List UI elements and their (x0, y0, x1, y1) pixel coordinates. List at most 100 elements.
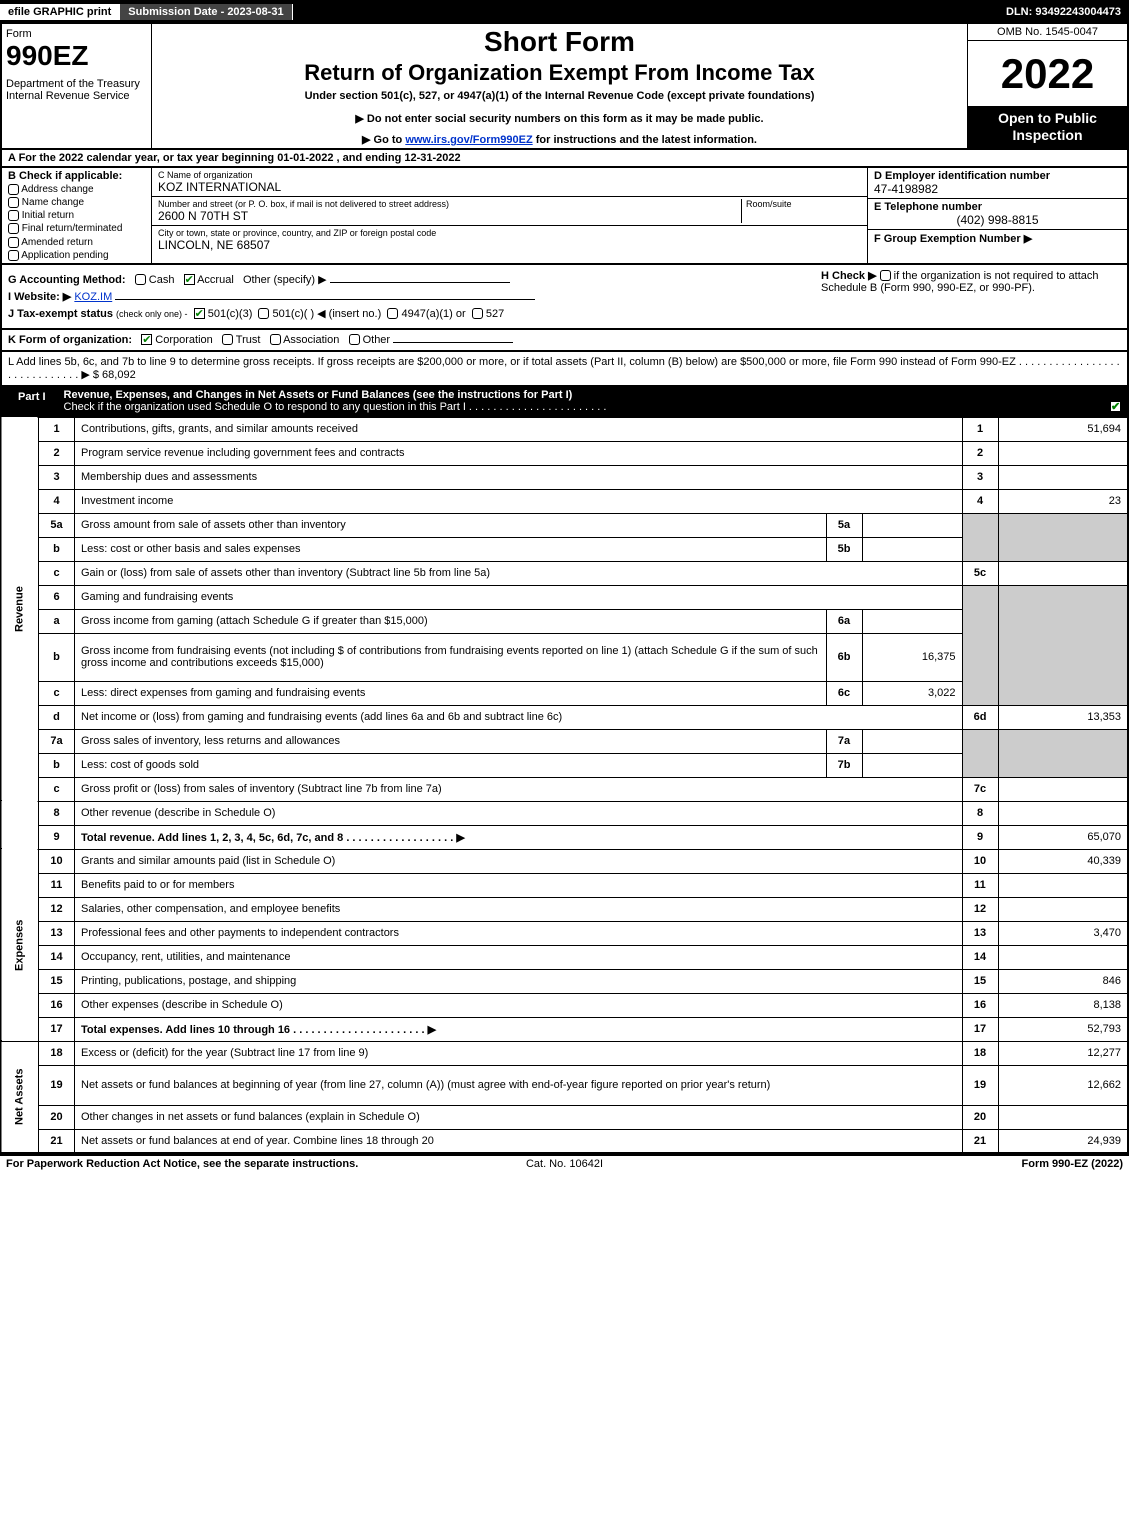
part1-schedule-o-check[interactable] (1110, 401, 1121, 412)
row-8: 8Other revenue (describe in Schedule O)8 (1, 801, 1128, 825)
chk-address[interactable]: Address change (8, 184, 145, 195)
paperwork-notice: For Paperwork Reduction Act Notice, see … (6, 1158, 378, 1170)
row-6a: aGross income from gaming (attach Schedu… (1, 609, 1128, 633)
chk-initial[interactable]: Initial return (8, 210, 145, 221)
footer: For Paperwork Reduction Act Notice, see … (0, 1154, 1129, 1172)
website-link[interactable]: KOZ.IM (74, 291, 112, 303)
k-corp-box[interactable] (141, 334, 152, 345)
row-19: 19Net assets or fund balances at beginni… (1, 1065, 1128, 1105)
form-number: 990EZ (6, 40, 147, 72)
j-lbl: J Tax-exempt status (8, 308, 113, 320)
department: Department of the Treasury Internal Reve… (6, 78, 147, 102)
chk-final[interactable]: Final return/terminated (8, 223, 145, 234)
row-14: 14Occupancy, rent, utilities, and mainte… (1, 945, 1128, 969)
h-checkbox[interactable] (880, 270, 891, 281)
section-k: K Form of organization: Corporation Trus… (0, 330, 1129, 352)
part1-header: Part I Revenue, Expenses, and Changes in… (0, 387, 1129, 417)
row-4: 4Investment income423 (1, 489, 1128, 513)
row-11: 11Benefits paid to or for members11 (1, 873, 1128, 897)
col-c: C Name of organization KOZ INTERNATIONAL… (152, 168, 867, 263)
k-other-box[interactable] (349, 334, 360, 345)
dln: DLN: 93492243004473 (998, 4, 1129, 20)
under-section: Under section 501(c), 527, or 4947(a)(1)… (158, 90, 961, 102)
row-2: 2Program service revenue including gover… (1, 441, 1128, 465)
netassets-vert: Net Assets (1, 1041, 39, 1153)
col-b: B Check if applicable: Address change Na… (2, 168, 152, 263)
chk-name[interactable]: Name change (8, 197, 145, 208)
k-trust-box[interactable] (222, 334, 233, 345)
phone-lbl: E Telephone number (874, 201, 1121, 213)
row-16: 16Other expenses (describe in Schedule O… (1, 993, 1128, 1017)
j-501c3-box[interactable] (194, 308, 205, 319)
part1-label: Part I (8, 389, 56, 413)
row-3: 3Membership dues and assessments3 (1, 465, 1128, 489)
g-cash-box[interactable] (135, 274, 146, 285)
submission-date: Submission Date - 2023-08-31 (120, 4, 292, 20)
j-row: J Tax-exempt status (check only one) - 5… (8, 307, 1121, 320)
row-9: 9Total revenue. Add lines 1, 2, 3, 4, 5c… (1, 825, 1128, 849)
part1-title: Revenue, Expenses, and Changes in Net As… (64, 389, 1121, 413)
efile-label[interactable]: efile GRAPHIC print (0, 4, 120, 20)
ein-val: 47-4198982 (874, 182, 1121, 196)
street-row: Number and street (or P. O. box, if mail… (152, 197, 867, 226)
phone-val: (402) 998-8815 (874, 213, 1121, 227)
row-17: 17Total expenses. Add lines 10 through 1… (1, 1017, 1128, 1041)
cat-no: Cat. No. 10642I (378, 1158, 750, 1170)
city-lbl: City or town, state or province, country… (158, 228, 861, 238)
open-inspection: Open to Public Inspection (968, 106, 1127, 148)
j-501c-box[interactable] (258, 308, 269, 319)
group-cell: F Group Exemption Number ▶ (868, 230, 1127, 247)
row-7a: 7aGross sales of inventory, less returns… (1, 729, 1128, 753)
org-name-val: KOZ INTERNATIONAL (158, 180, 861, 194)
street-val: 2600 N 70TH ST (158, 209, 741, 223)
top-bar: efile GRAPHIC print Submission Date - 20… (0, 0, 1129, 24)
goto-pre: ▶ Go to (362, 134, 405, 146)
phone-cell: E Telephone number (402) 998-8815 (868, 199, 1127, 230)
row-10: Expenses 10Grants and similar amounts pa… (1, 849, 1128, 873)
ein-cell: D Employer identification number 47-4198… (868, 168, 1127, 199)
return-title: Return of Organization Exempt From Incom… (158, 60, 961, 86)
part1-table: Revenue 1 Contributions, gifts, grants, … (0, 417, 1129, 1155)
row-7c: cGross profit or (loss) from sales of in… (1, 777, 1128, 801)
ein-lbl: D Employer identification number (874, 170, 1121, 182)
revenue-vert: Revenue (1, 417, 39, 801)
j-note: (check only one) - (116, 309, 188, 319)
row-21: 21Net assets or fund balances at end of … (1, 1129, 1128, 1153)
row-6c: cLess: direct expenses from gaming and f… (1, 681, 1128, 705)
goto-link[interactable]: www.irs.gov/Form990EZ (405, 134, 532, 146)
row-20: 20Other changes in net assets or fund ba… (1, 1105, 1128, 1129)
form-header: Form 990EZ Department of the Treasury In… (0, 24, 1129, 150)
row-6: 6Gaming and fundraising events (1, 585, 1128, 609)
short-form-title: Short Form (158, 26, 961, 58)
section-gj: H Check ▶ if the organization is not req… (0, 265, 1129, 330)
row-a-calendar: A For the 2022 calendar year, or tax yea… (0, 150, 1129, 168)
group-lbl: F Group Exemption Number ▶ (874, 232, 1121, 245)
section-bc: B Check if applicable: Address change Na… (0, 168, 1129, 265)
goto-post: for instructions and the latest informat… (533, 134, 757, 146)
row-18: Net Assets 18Excess or (deficit) for the… (1, 1041, 1128, 1065)
row-13: 13Professional fees and other payments t… (1, 921, 1128, 945)
expenses-vert: Expenses (1, 849, 39, 1041)
chk-pending[interactable]: Application pending (8, 250, 145, 261)
city-val: LINCOLN, NE 68507 (158, 238, 861, 252)
h-lbl: H Check ▶ (821, 270, 877, 282)
row-6d: dNet income or (loss) from gaming and fu… (1, 705, 1128, 729)
street-lbl: Number and street (or P. O. box, if mail… (158, 199, 741, 209)
tax-year: 2022 (968, 41, 1127, 106)
room-lbl: Room/suite (746, 199, 861, 209)
j-527-box[interactable] (472, 308, 483, 319)
h-box: H Check ▶ if the organization is not req… (821, 269, 1121, 294)
chk-amended[interactable]: Amended return (8, 237, 145, 248)
org-name-cell: C Name of organization KOZ INTERNATIONAL (152, 168, 867, 197)
k-assoc-box[interactable] (270, 334, 281, 345)
row-1: Revenue 1 Contributions, gifts, grants, … (1, 417, 1128, 441)
i-lbl: I Website: ▶ (8, 291, 71, 303)
form-ref: Form 990-EZ (2022) (751, 1158, 1123, 1170)
org-name-lbl: C Name of organization (158, 170, 861, 180)
row-6b: bGross income from fundraising events (n… (1, 633, 1128, 681)
header-left: Form 990EZ Department of the Treasury In… (2, 24, 152, 148)
row-5a: 5aGross amount from sale of assets other… (1, 513, 1128, 537)
j-4947-box[interactable] (387, 308, 398, 319)
header-center: Short Form Return of Organization Exempt… (152, 24, 967, 148)
g-accrual-box[interactable] (184, 274, 195, 285)
